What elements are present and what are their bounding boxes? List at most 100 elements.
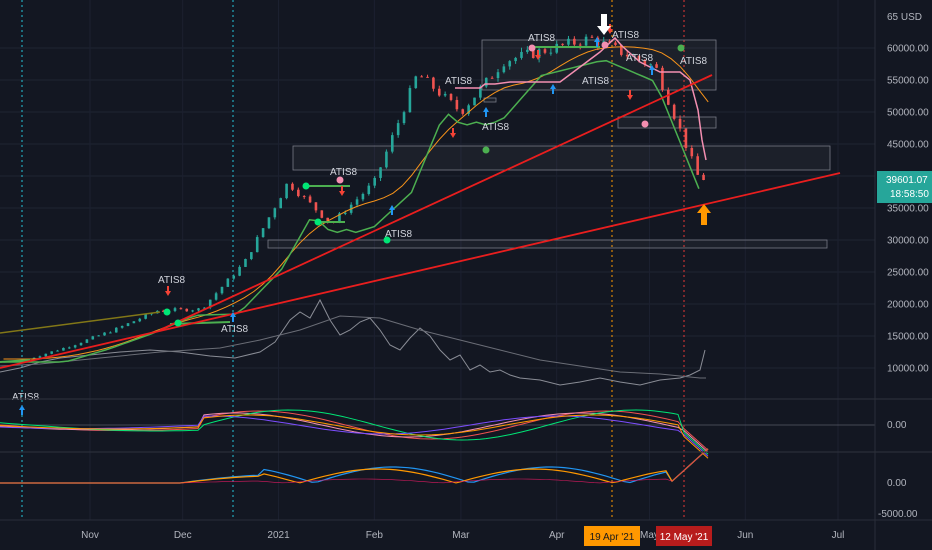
osc1-line bbox=[0, 412, 709, 453]
candle-body bbox=[672, 104, 676, 119]
candle-body bbox=[308, 196, 312, 203]
candle-body bbox=[126, 323, 130, 326]
signal-label: ATIS8 bbox=[385, 229, 412, 240]
buy-arrow bbox=[550, 84, 556, 94]
time-highlight-badge bbox=[584, 526, 640, 546]
signal-dot bbox=[482, 146, 490, 154]
candle-body bbox=[197, 308, 200, 311]
price-zone-box bbox=[292, 145, 831, 171]
sell-arrow bbox=[165, 286, 171, 296]
trend-lines bbox=[0, 74, 841, 369]
candle-body bbox=[655, 64, 658, 68]
large-buy-arrow bbox=[697, 204, 711, 225]
candle-body bbox=[414, 76, 418, 89]
candle-body bbox=[144, 314, 147, 319]
candle-body bbox=[432, 77, 435, 89]
signal-dot bbox=[528, 44, 536, 52]
candle-body bbox=[279, 198, 283, 209]
candle-body bbox=[361, 193, 365, 200]
price-tick-label: 30000.00 bbox=[887, 236, 929, 247]
signal-label: ATIS8 bbox=[330, 167, 357, 178]
candle-body bbox=[637, 55, 641, 61]
candle-body bbox=[549, 52, 553, 54]
candle-body bbox=[244, 258, 247, 267]
candle-body bbox=[79, 342, 83, 346]
candle-body bbox=[138, 318, 142, 322]
osc1-axis-label: 0.00 bbox=[887, 420, 907, 431]
osc2-axis-label: -5000.00 bbox=[878, 509, 918, 520]
candle-body bbox=[114, 327, 118, 333]
candle-body bbox=[185, 308, 189, 312]
candle-body bbox=[62, 347, 65, 351]
time-highlight-label: 12 May '21 bbox=[660, 532, 709, 543]
signal-label: ATIS8 bbox=[221, 324, 248, 335]
grid-lines bbox=[0, 0, 875, 520]
candle-body bbox=[702, 174, 705, 181]
osc1-line bbox=[0, 410, 709, 451]
signal-dot bbox=[163, 308, 171, 316]
sell-arrow bbox=[607, 24, 613, 34]
candle-body bbox=[73, 345, 77, 348]
candle-body bbox=[537, 49, 541, 58]
candle-body bbox=[437, 88, 441, 96]
signal-dot bbox=[302, 182, 310, 190]
signal-label: ATIS8 bbox=[445, 76, 472, 87]
osc1-line bbox=[0, 414, 709, 459]
candle-body bbox=[91, 336, 95, 340]
candle-body bbox=[226, 278, 230, 287]
time-tick-label: Jun bbox=[737, 530, 753, 541]
osc2-line bbox=[0, 448, 709, 484]
indicator-overlays bbox=[0, 36, 709, 363]
candle-body bbox=[267, 217, 271, 229]
candle-body bbox=[302, 196, 306, 198]
price-axis[interactable]: 65 USD60000.0055000.0050000.0045000.0040… bbox=[877, 12, 932, 375]
candle-body bbox=[578, 44, 582, 46]
candle-body bbox=[285, 183, 288, 199]
time-tick-label: Dec bbox=[174, 530, 192, 541]
price-tick-label: 20000.00 bbox=[887, 300, 929, 311]
volatility-line bbox=[0, 298, 706, 386]
osc2-axis-label: 0.00 bbox=[887, 478, 907, 489]
candle-body bbox=[696, 156, 699, 175]
candle-body bbox=[373, 177, 376, 186]
olive-trendline bbox=[0, 311, 161, 334]
price-tick-label: 55000.00 bbox=[887, 76, 929, 87]
candle-body bbox=[520, 51, 523, 58]
sell-arrow bbox=[535, 50, 541, 60]
candle-body bbox=[208, 299, 212, 308]
candle-body bbox=[625, 54, 629, 57]
candle-body bbox=[502, 66, 506, 73]
time-tick-label: Feb bbox=[366, 530, 384, 541]
candle-body bbox=[573, 38, 576, 45]
candle-body bbox=[584, 36, 588, 46]
candle-body bbox=[508, 61, 512, 67]
sell-arrow bbox=[339, 186, 345, 196]
candle-body bbox=[390, 135, 394, 152]
candle-body bbox=[67, 347, 71, 349]
candle-body bbox=[326, 217, 329, 222]
signal-label: ATIS8 bbox=[582, 76, 609, 87]
time-axis[interactable]: Nov Dec 2021 Feb Mar Apr May Jun Jul 19 Apr '21 12… bbox=[81, 526, 844, 546]
candle-body bbox=[496, 72, 500, 79]
candle-body bbox=[620, 44, 623, 55]
candle-body bbox=[179, 308, 183, 310]
candle-body bbox=[103, 332, 106, 336]
candle-body bbox=[355, 199, 359, 205]
volatility-path bbox=[0, 298, 706, 386]
candle-body bbox=[449, 93, 453, 100]
candle-body bbox=[344, 212, 347, 214]
candle-body bbox=[608, 41, 611, 43]
signal-label: ATIS8 bbox=[528, 33, 555, 44]
price-tick-label: 25000.00 bbox=[887, 268, 929, 279]
candle-body bbox=[320, 210, 324, 218]
last-price-countdown: 18:58:50 bbox=[890, 189, 929, 200]
candle-body bbox=[203, 307, 206, 309]
candle-body bbox=[649, 64, 652, 66]
candle-body bbox=[261, 228, 265, 238]
price-zone-box bbox=[617, 116, 717, 129]
candle-body bbox=[173, 308, 177, 311]
signal-label: ATIS8 bbox=[12, 392, 39, 403]
candle-body bbox=[132, 321, 136, 324]
